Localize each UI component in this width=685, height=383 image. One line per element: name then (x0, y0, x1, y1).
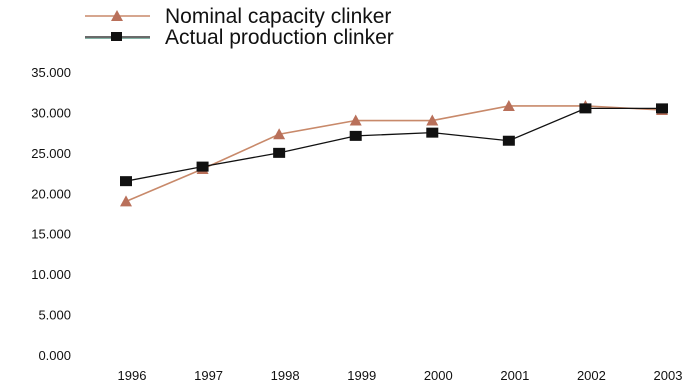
x-tick-label: 1999 (347, 368, 376, 383)
x-tick-label: 2002 (577, 368, 606, 383)
x-axis: 1996 1997 1998 1999 2000 2001 2002 2003 (118, 368, 683, 383)
data-point-square (120, 176, 132, 187)
series-actual-production (120, 103, 668, 187)
legend-marker-square (111, 32, 122, 41)
legend-label-actual-production: Actual production clinker (165, 26, 394, 49)
data-point-triangle (426, 114, 439, 126)
y-axis: 0.000 5.000 10.000 15.000 20.000 25.000 30.000… (31, 65, 71, 363)
series-line (125, 107, 662, 182)
y-tick-label: 35.000 (31, 65, 71, 80)
series-layer (120, 99, 668, 207)
y-tick-label: 15.000 (31, 227, 71, 242)
data-point-triangle (349, 114, 362, 126)
data-point-square (656, 103, 668, 114)
data-point-square (426, 127, 439, 138)
data-point-square (273, 147, 286, 158)
data-point-square (349, 130, 362, 141)
series-nominal-capacity (120, 99, 668, 207)
data-point-triangle (502, 99, 515, 111)
data-point-triangle (273, 128, 286, 140)
y-tick-label: 20.000 (31, 186, 71, 201)
y-tick-label: 25.000 (31, 146, 71, 161)
legend-item-nominal-capacity: Nominal capacity clinker (85, 5, 391, 28)
y-tick-label: 5.000 (38, 308, 71, 323)
y-tick-label: 0.000 (38, 348, 71, 363)
data-point-triangle (120, 195, 132, 207)
data-point-square (502, 135, 515, 146)
x-tick-label: 2003 (654, 368, 683, 383)
legend-item-actual-production: Actual production clinker (85, 26, 394, 49)
legend: Nominal capacity clinker Actual producti… (85, 5, 394, 49)
x-tick-label: 2000 (424, 368, 453, 383)
data-point-square (579, 103, 592, 114)
y-tick-label: 30.000 (31, 105, 71, 120)
x-tick-label: 2001 (500, 368, 529, 383)
x-tick-label: 1998 (271, 368, 300, 383)
legend-marker-triangle (111, 10, 123, 21)
x-tick-label: 1997 (194, 368, 223, 383)
y-tick-label: 10.000 (31, 267, 71, 282)
data-point-square (196, 161, 209, 172)
legend-label-nominal-capacity: Nominal capacity clinker (165, 5, 391, 28)
series-line (125, 105, 663, 203)
x-tick-label: 1996 (118, 368, 147, 383)
